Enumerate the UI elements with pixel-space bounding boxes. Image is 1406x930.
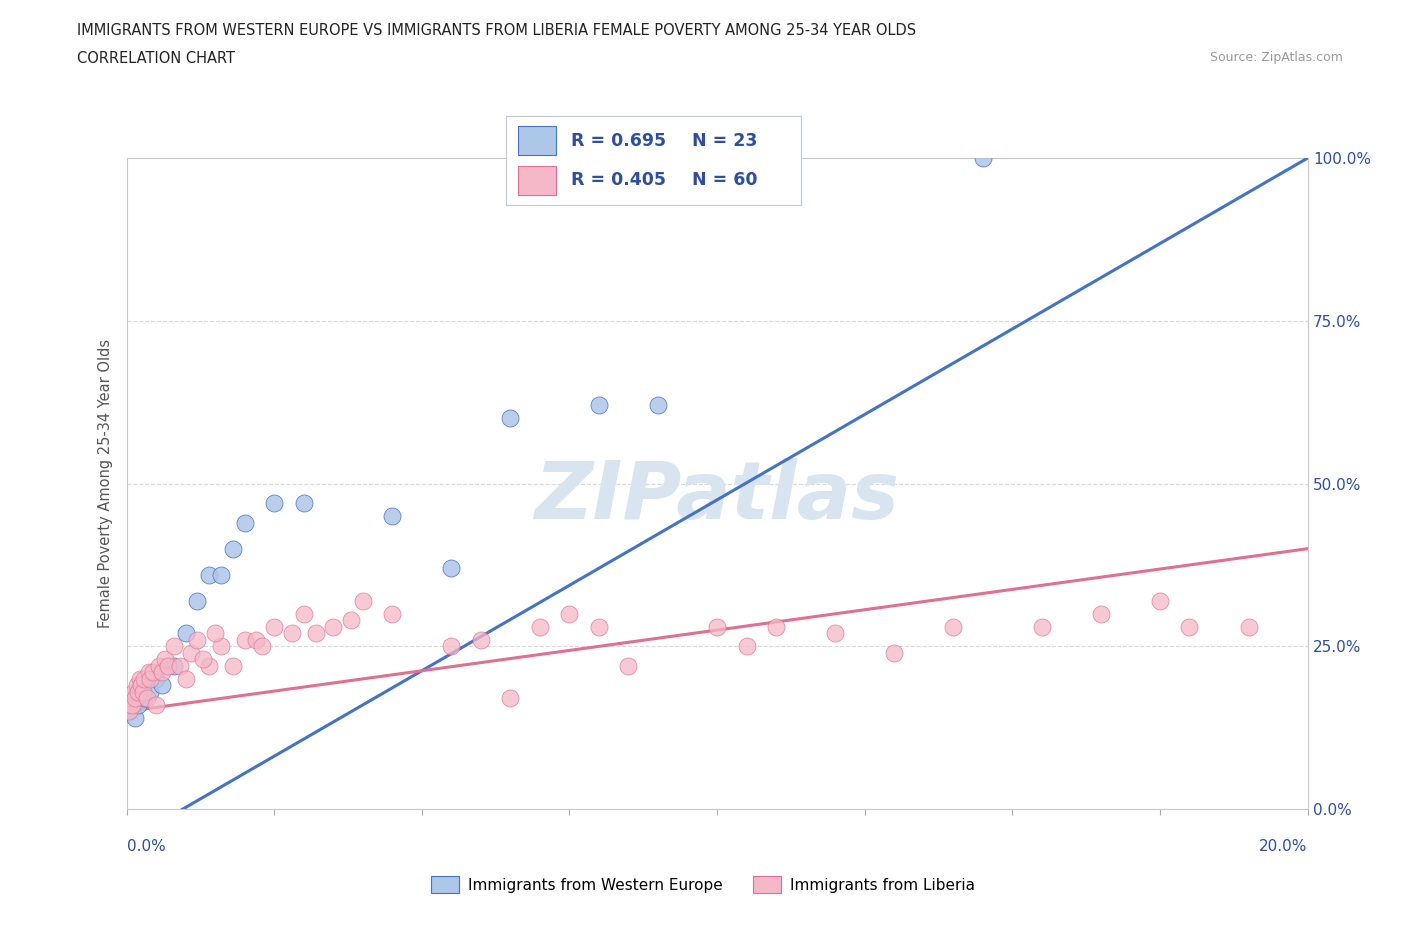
- Point: [233, 515, 256, 530]
- Point: [1237, 619, 1260, 634]
- FancyBboxPatch shape: [517, 126, 557, 155]
- Point: [222, 658, 245, 673]
- Text: Source: ZipAtlas.com: Source: ZipAtlas.com: [1209, 51, 1343, 64]
- Point: [145, 671, 167, 686]
- Point: [706, 619, 728, 634]
- Point: [180, 645, 202, 660]
- Point: [117, 698, 139, 712]
- Text: N = 23: N = 23: [692, 131, 758, 150]
- Point: [124, 711, 146, 725]
- Point: [139, 671, 162, 686]
- Point: [381, 509, 404, 524]
- Point: [204, 626, 226, 641]
- Point: [118, 704, 141, 719]
- Point: [1178, 619, 1201, 634]
- Text: R = 0.405: R = 0.405: [571, 171, 666, 190]
- Point: [148, 658, 170, 673]
- Point: [186, 593, 208, 608]
- Point: [499, 691, 522, 706]
- Point: [139, 684, 162, 699]
- Point: [440, 561, 463, 576]
- Point: [558, 606, 581, 621]
- Text: R = 0.695: R = 0.695: [571, 131, 666, 150]
- Point: [304, 626, 326, 641]
- Point: [222, 541, 245, 556]
- Point: [134, 671, 156, 686]
- Point: [765, 619, 787, 634]
- Legend: Immigrants from Western Europe, Immigrants from Liberia: Immigrants from Western Europe, Immigran…: [425, 870, 981, 899]
- Point: [470, 632, 492, 647]
- Point: [145, 698, 167, 712]
- Point: [381, 606, 404, 621]
- Text: IMMIGRANTS FROM WESTERN EUROPE VS IMMIGRANTS FROM LIBERIA FEMALE POVERTY AMONG 2: IMMIGRANTS FROM WESTERN EUROPE VS IMMIGR…: [77, 23, 917, 38]
- Point: [193, 652, 215, 667]
- Point: [209, 567, 232, 582]
- Point: [245, 632, 267, 647]
- Point: [163, 658, 186, 673]
- Point: [132, 684, 155, 699]
- Point: [263, 496, 285, 511]
- Point: [129, 678, 153, 693]
- Point: [198, 658, 221, 673]
- Point: [153, 652, 176, 667]
- Point: [824, 626, 846, 641]
- Point: [198, 567, 221, 582]
- Point: [150, 678, 173, 693]
- Point: [322, 619, 344, 634]
- Point: [529, 619, 551, 634]
- Point: [124, 691, 146, 706]
- Point: [127, 684, 149, 699]
- Text: 20.0%: 20.0%: [1260, 839, 1308, 854]
- Point: [174, 671, 197, 686]
- Y-axis label: Female Poverty Among 25-34 Year Olds: Female Poverty Among 25-34 Year Olds: [98, 339, 114, 628]
- Point: [127, 678, 149, 693]
- Point: [174, 626, 197, 641]
- Text: 0.0%: 0.0%: [127, 839, 166, 854]
- Point: [163, 639, 186, 654]
- Point: [499, 411, 522, 426]
- Point: [156, 658, 179, 673]
- Point: [118, 704, 141, 719]
- Point: [972, 151, 994, 166]
- Point: [121, 698, 143, 712]
- Point: [617, 658, 640, 673]
- Point: [127, 698, 149, 712]
- Text: CORRELATION CHART: CORRELATION CHART: [77, 51, 235, 66]
- Point: [588, 398, 610, 413]
- Text: ZIPatlas: ZIPatlas: [534, 458, 900, 536]
- Point: [186, 632, 208, 647]
- Point: [233, 632, 256, 647]
- Point: [120, 691, 142, 706]
- Point: [128, 671, 150, 686]
- Point: [942, 619, 965, 634]
- Point: [292, 496, 315, 511]
- Point: [209, 639, 232, 654]
- Point: [292, 606, 315, 621]
- Point: [1090, 606, 1112, 621]
- Point: [136, 691, 159, 706]
- Point: [169, 658, 191, 673]
- Point: [281, 626, 304, 641]
- Point: [588, 619, 610, 634]
- Point: [134, 691, 156, 706]
- FancyBboxPatch shape: [517, 166, 557, 195]
- Point: [883, 645, 905, 660]
- Point: [252, 639, 274, 654]
- Point: [138, 665, 160, 680]
- Point: [263, 619, 285, 634]
- Point: [647, 398, 669, 413]
- Point: [352, 593, 374, 608]
- Point: [340, 613, 363, 628]
- Point: [142, 665, 165, 680]
- Point: [122, 684, 145, 699]
- Point: [121, 698, 143, 712]
- Point: [1031, 619, 1053, 634]
- Point: [440, 639, 463, 654]
- Point: [735, 639, 758, 654]
- Point: [1149, 593, 1171, 608]
- Point: [150, 665, 173, 680]
- Text: N = 60: N = 60: [692, 171, 758, 190]
